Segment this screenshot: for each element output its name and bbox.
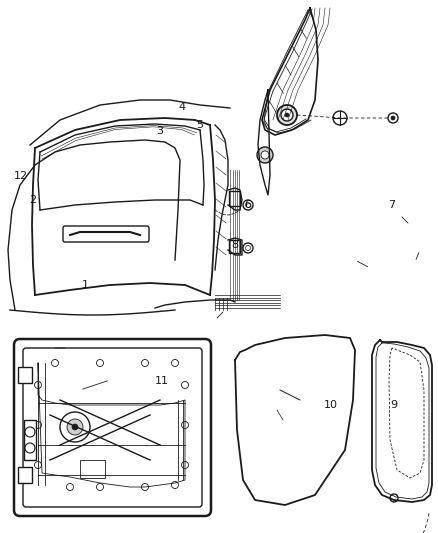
Circle shape [35, 422, 42, 429]
Circle shape [277, 105, 297, 125]
Text: 7: 7 [389, 200, 396, 210]
Text: 4: 4 [178, 102, 185, 111]
Circle shape [35, 382, 42, 389]
Circle shape [96, 359, 103, 367]
FancyBboxPatch shape [14, 339, 211, 516]
FancyBboxPatch shape [63, 226, 149, 242]
Circle shape [72, 424, 78, 430]
Circle shape [181, 382, 188, 389]
Circle shape [96, 483, 103, 490]
Text: 6: 6 [244, 200, 251, 210]
Circle shape [257, 147, 273, 163]
Text: 8: 8 [231, 240, 238, 250]
Circle shape [25, 427, 35, 437]
Text: 5: 5 [196, 120, 203, 130]
Circle shape [25, 443, 35, 453]
Circle shape [391, 116, 395, 120]
Bar [229, 191, 240, 206]
Text: 9: 9 [391, 400, 398, 410]
Circle shape [141, 359, 148, 367]
Bar [229, 240, 240, 253]
Circle shape [243, 200, 253, 210]
Bar [18, 367, 32, 383]
Circle shape [281, 109, 293, 121]
Circle shape [181, 422, 188, 429]
Text: 11: 11 [155, 376, 169, 386]
Circle shape [172, 481, 179, 489]
Circle shape [333, 111, 347, 125]
Circle shape [243, 243, 253, 253]
Circle shape [181, 462, 188, 469]
Circle shape [261, 151, 269, 159]
Circle shape [390, 494, 398, 502]
Text: 1: 1 [82, 280, 89, 290]
Circle shape [67, 419, 83, 435]
Text: 10: 10 [324, 400, 338, 410]
Bar [24, 420, 36, 460]
Bar [18, 467, 32, 483]
Bar [80, 460, 105, 478]
Circle shape [246, 203, 251, 207]
Circle shape [60, 412, 90, 442]
Circle shape [35, 462, 42, 469]
Circle shape [67, 483, 74, 490]
Circle shape [285, 113, 289, 117]
Text: 12: 12 [14, 171, 28, 181]
Text: 3: 3 [156, 126, 163, 135]
Circle shape [141, 483, 148, 490]
Circle shape [52, 359, 59, 367]
Text: 2: 2 [29, 195, 36, 205]
Circle shape [172, 359, 179, 367]
Circle shape [246, 246, 251, 251]
Circle shape [388, 113, 398, 123]
